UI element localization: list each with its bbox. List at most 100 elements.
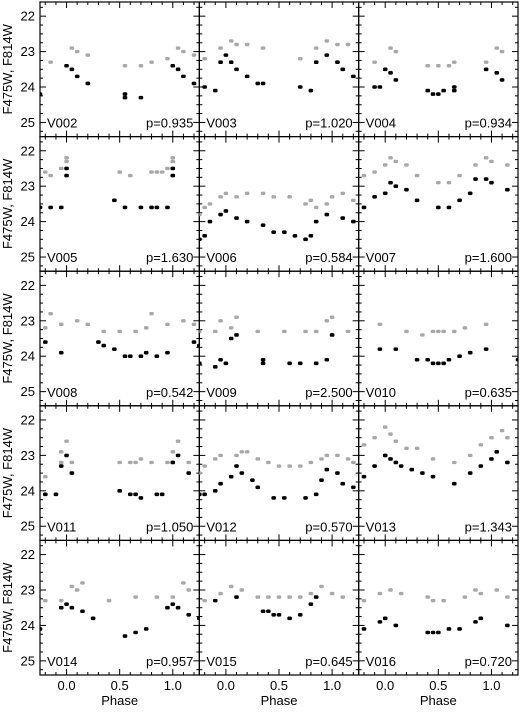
panel-v007: V007 p=1.600 [358,136,519,272]
f475w-point [181,49,186,54]
f475w-point [473,588,478,592]
f475w-point [218,591,223,596]
f475w-point [388,432,393,436]
f475w-point [505,163,510,167]
f814w-point [361,205,367,210]
f814w-point [324,357,330,362]
f475w-point [287,195,292,199]
panel-v006: V006 p=0.584 [198,136,360,272]
f814w-point [494,450,500,454]
f475w-point [483,60,489,64]
f475w-point [404,329,409,334]
star-id-label: V011 [47,519,76,534]
f814w-point [457,198,462,203]
f475w-point [234,195,239,199]
f814w-point [250,478,255,482]
x-tick-label: 0.0 [376,678,394,693]
f475w-point [43,170,48,174]
f814w-point [388,180,393,185]
f814w-point [112,198,117,203]
f475w-point [462,595,468,599]
star-id-label: V014 [47,654,77,669]
f475w-point [228,39,234,43]
f475w-point [64,439,69,443]
f814w-point [425,88,431,93]
f475w-point [191,53,197,57]
y-tick-label: 23 [21,313,35,328]
f814w-point [420,471,425,475]
f814w-point [441,88,446,93]
y-axis-title: F475W, F814W [0,293,15,384]
f814w-point [382,191,388,196]
f814w-point [260,609,266,614]
star-id-label: V002 [47,116,77,131]
f475w-point [494,46,500,50]
f475w-point [382,163,388,167]
f814w-point [446,627,452,631]
period-label: p=1.050 [146,519,193,534]
f475w-point [199,471,202,475]
f814w-point [159,492,165,497]
f475w-point [58,460,64,465]
f814w-point [382,67,388,72]
f814w-point [138,496,144,500]
f814w-point [64,602,69,606]
period-label: p=0.957 [146,654,193,669]
period-label: p=0.935 [146,116,193,131]
f475w-point [58,166,64,171]
f814w-point [234,333,239,337]
f475w-point [255,329,261,334]
data-points [40,46,197,100]
f814w-point [271,230,276,235]
f814w-point [287,616,292,621]
f814w-point [170,460,176,465]
f814w-point [43,492,48,497]
period-label: p=0.934 [465,116,512,131]
f814w-point [122,205,128,210]
f475w-point [451,60,457,64]
f814w-point [133,630,138,635]
data-points [372,46,505,96]
f814w-point [388,71,393,75]
f475w-point [473,163,478,167]
f475w-point [372,435,377,440]
f814w-point [505,187,510,192]
f814w-point [292,233,298,238]
f814w-point [451,85,457,89]
y-tick-label: 23 [21,582,35,597]
f475w-point [414,173,420,178]
f475w-point [297,56,303,61]
f475w-point [255,457,261,461]
f814w-point [40,627,43,631]
f814w-point [69,67,75,72]
f475w-point [505,595,510,599]
f475w-point [377,591,383,596]
panel-v015: V015 p=0.645 [198,539,360,676]
f814w-point [372,85,377,89]
f475w-point [329,591,335,596]
f814w-point [191,340,197,344]
f475w-point [441,329,446,334]
f814w-point [90,616,96,621]
f814w-point [133,492,138,497]
f475w-point [260,191,266,195]
y-tick-label: 24 [21,214,35,229]
f475w-point [239,588,245,592]
x-axis-title: Phase [420,693,457,708]
f475w-point [149,60,154,64]
f475w-point [154,170,160,174]
data-points [202,39,356,93]
f814w-point [244,219,250,224]
f814w-point [340,216,346,220]
f814w-point [199,492,202,497]
f475w-point [223,191,229,195]
f814w-point [154,205,160,210]
f814w-point [80,609,85,614]
f814w-point [478,464,484,468]
f475w-point [244,191,250,195]
x-axis-title: Phase [261,693,298,708]
f814w-point [181,74,186,79]
f814w-point [398,464,404,468]
f814w-point [515,357,518,362]
f814w-point [199,237,202,242]
